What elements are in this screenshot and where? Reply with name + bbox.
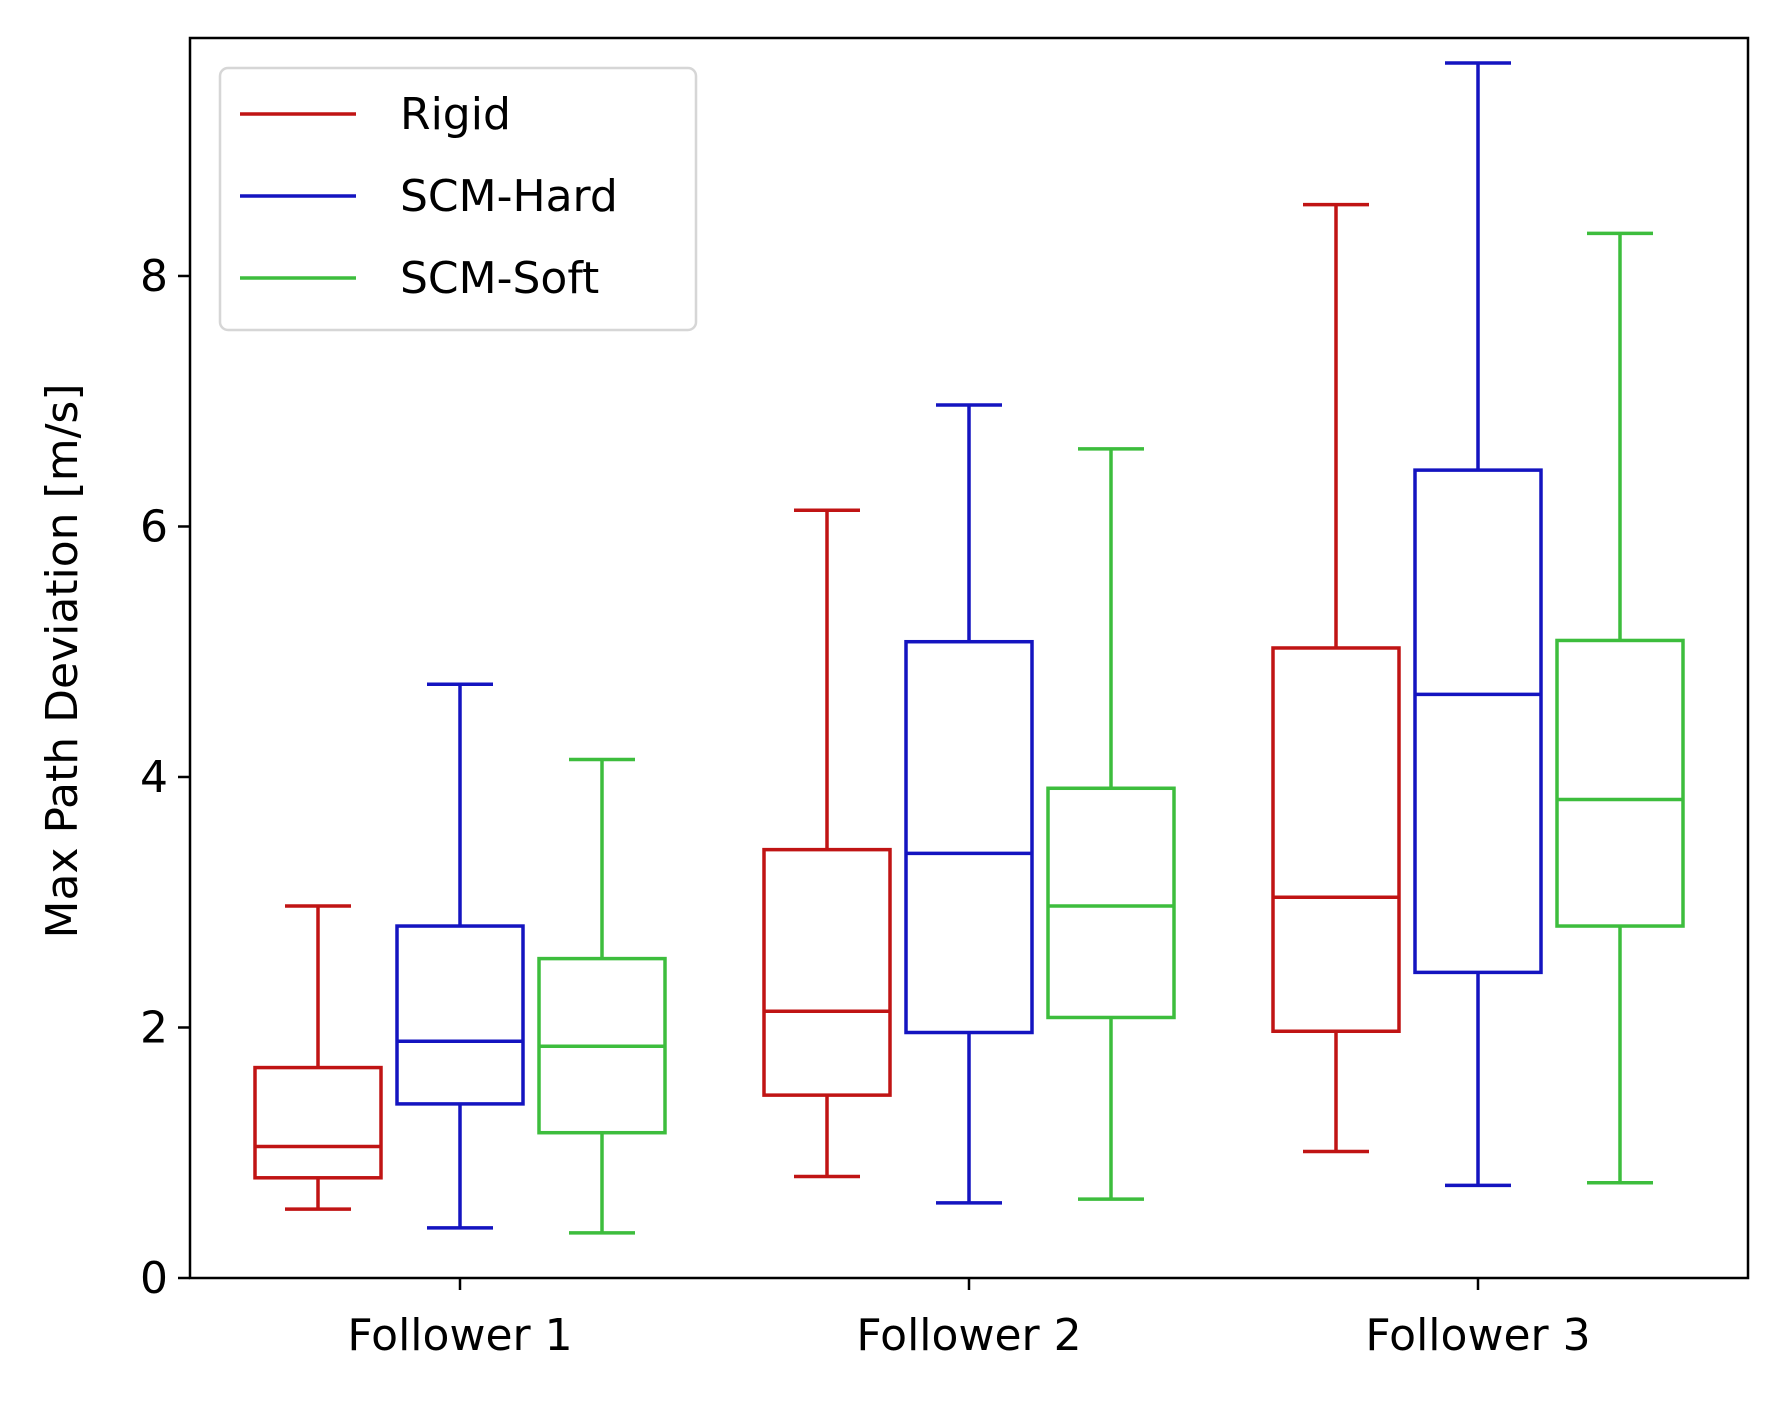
legend-label: SCM-Soft	[400, 253, 599, 304]
y-tick-label: 6	[140, 501, 168, 552]
iqr-box	[1046, 786, 1176, 1020]
iqr-box	[1413, 468, 1543, 975]
box-rigid-1	[253, 904, 383, 1211]
legend-label: Rigid	[400, 89, 511, 140]
box-scm-hard-2	[904, 403, 1034, 1205]
axes: 0 2 4 6 8 Follower 1 Follower 2 Follower 3	[140, 36, 1750, 1361]
iqr-box	[1555, 638, 1685, 928]
iqr-box	[904, 639, 1034, 1035]
iqr-box	[253, 1065, 383, 1180]
box-rigid-2	[762, 508, 892, 1179]
x-tick-label: Follower 1	[347, 1310, 572, 1361]
legend-frame	[218, 66, 698, 332]
legend-label: SCM-Hard	[400, 171, 618, 222]
plot-area	[253, 61, 1685, 1235]
box-rigid-3	[1271, 202, 1401, 1154]
box-scm-hard-3	[1413, 61, 1543, 1188]
iqr-box	[395, 924, 525, 1106]
legend-item-rigid: Rigid	[240, 89, 511, 140]
legend: Rigid SCM-Hard SCM-Soft	[218, 66, 698, 332]
box-scm-soft-2	[1046, 447, 1176, 1201]
y-tick-label: 0	[140, 1253, 168, 1304]
iqr-box	[1271, 646, 1401, 1034]
y-tick-label: 4	[140, 752, 168, 803]
box-scm-hard-1	[395, 682, 525, 1230]
x-tick-label: Follower 2	[856, 1310, 1081, 1361]
x-tick-label: Follower 3	[1365, 1310, 1590, 1361]
box-scm-soft-1	[537, 757, 667, 1235]
y-tick-label: 8	[140, 251, 168, 302]
legend-item-scm-soft: SCM-Soft	[240, 253, 599, 304]
legend-item-scm-hard: SCM-Hard	[240, 171, 618, 222]
y-tick-label: 2	[140, 1002, 168, 1053]
iqr-box	[762, 847, 892, 1097]
box-scm-soft-3	[1555, 231, 1685, 1185]
y-axis-label: Max Path Deviation [m/s]	[37, 384, 88, 939]
